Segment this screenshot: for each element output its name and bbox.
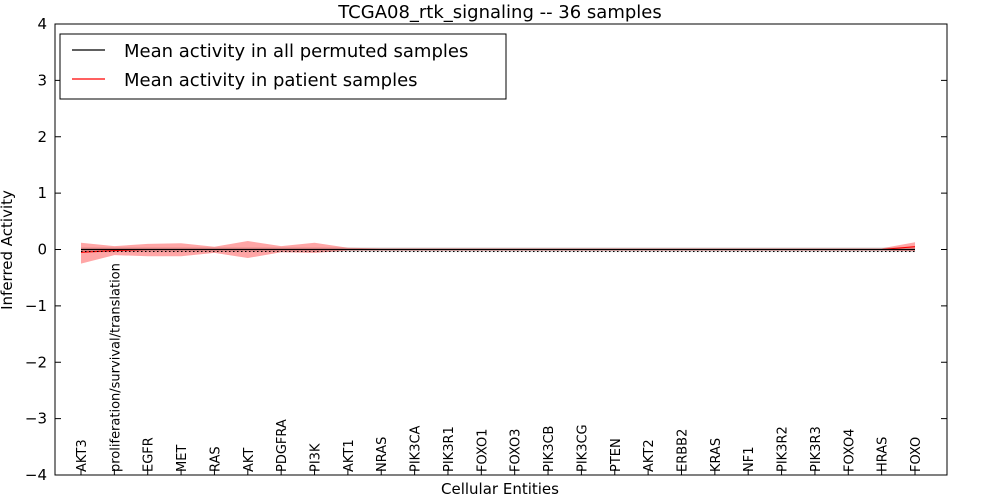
category-label: AKT3 <box>75 439 90 472</box>
series-lines <box>80 246 916 253</box>
plot-frame <box>54 23 948 476</box>
category-label: AKT1 <box>342 439 357 472</box>
chart-title: TCGA08_rtk_signaling -- 36 samples <box>337 2 662 23</box>
category-label: PIK3R1 <box>442 426 457 472</box>
y-axis-label: Inferred Activity <box>0 190 16 310</box>
legend-label-permuted: Mean activity in all permuted samples <box>124 41 468 62</box>
category-label: ERBB2 <box>675 429 690 472</box>
y-tick-label: 4 <box>37 15 47 33</box>
y-tick-label: −2 <box>25 353 47 371</box>
confidence-bands <box>81 241 915 264</box>
category-label: FOXO4 <box>842 429 857 472</box>
category-label: FOXO3 <box>509 429 524 472</box>
category-label: NRAS <box>375 437 390 472</box>
y-tick-label: 1 <box>37 184 47 202</box>
category-label: proliferation/survival/translation <box>108 263 123 472</box>
category-label: FOXO1 <box>475 429 490 472</box>
category-label: MET <box>175 445 190 472</box>
y-tick-label: −4 <box>25 466 47 484</box>
category-label: PIK3CB <box>542 426 557 472</box>
legend: Mean activity in all permuted samples Me… <box>59 33 507 100</box>
category-label: NF1 <box>742 447 757 472</box>
category-labels: AKT3 proliferation/survival/translation EG… <box>75 263 924 475</box>
y-axis-ticks: −4 −3 −2 −1 0 1 2 3 4 <box>25 15 947 484</box>
category-label: AKT <box>242 448 257 472</box>
category-label: PIK3CA <box>409 425 424 472</box>
category-label: FOXO <box>909 437 924 472</box>
category-label: AKT2 <box>642 439 657 472</box>
category-label: EGFR <box>142 437 157 472</box>
y-tick-label: 3 <box>37 71 47 89</box>
category-label: PIK3R3 <box>809 426 824 472</box>
band-patient <box>81 241 915 264</box>
category-label: KRAS <box>709 438 724 472</box>
x-axis-label: Cellular Entities <box>441 480 559 498</box>
category-label: PI3K <box>309 443 324 472</box>
legend-box <box>59 33 507 100</box>
category-label: PIK3R2 <box>776 426 791 472</box>
y-tick-label: 2 <box>37 128 47 146</box>
category-label: RAS <box>208 446 223 472</box>
y-tick-label: 0 <box>37 241 47 259</box>
legend-label-patient: Mean activity in patient samples <box>124 70 418 91</box>
category-label: PDGFRA <box>275 419 290 472</box>
y-tick-label: −3 <box>25 410 47 428</box>
category-label: HRAS <box>876 437 891 472</box>
category-label: PIK3CG <box>575 424 590 472</box>
category-label: PTEN <box>609 438 624 472</box>
y-tick-label: −1 <box>25 297 47 315</box>
